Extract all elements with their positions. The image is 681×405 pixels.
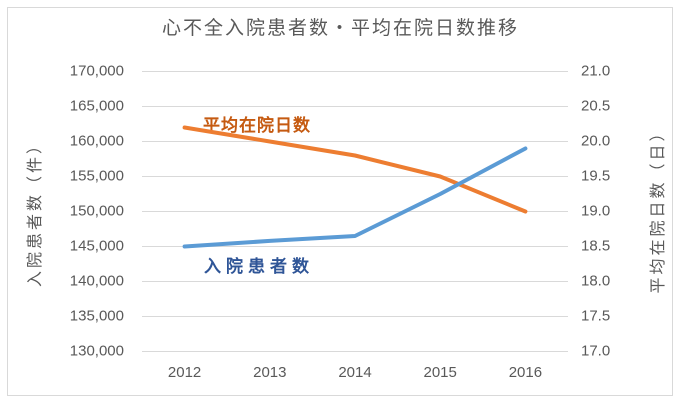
y-axis-title-right: 平均在院日数（日） [650,122,667,294]
y-axis-title-left: 入院患者数（件） [27,134,44,288]
chart-title: 心不全入院患者数・平均在院日数推移 [161,18,519,39]
series-label-patients: 入院患者数 [204,257,314,276]
series-label-avg-stay: 平均在院日数 [203,116,311,135]
chart-border [7,7,673,396]
